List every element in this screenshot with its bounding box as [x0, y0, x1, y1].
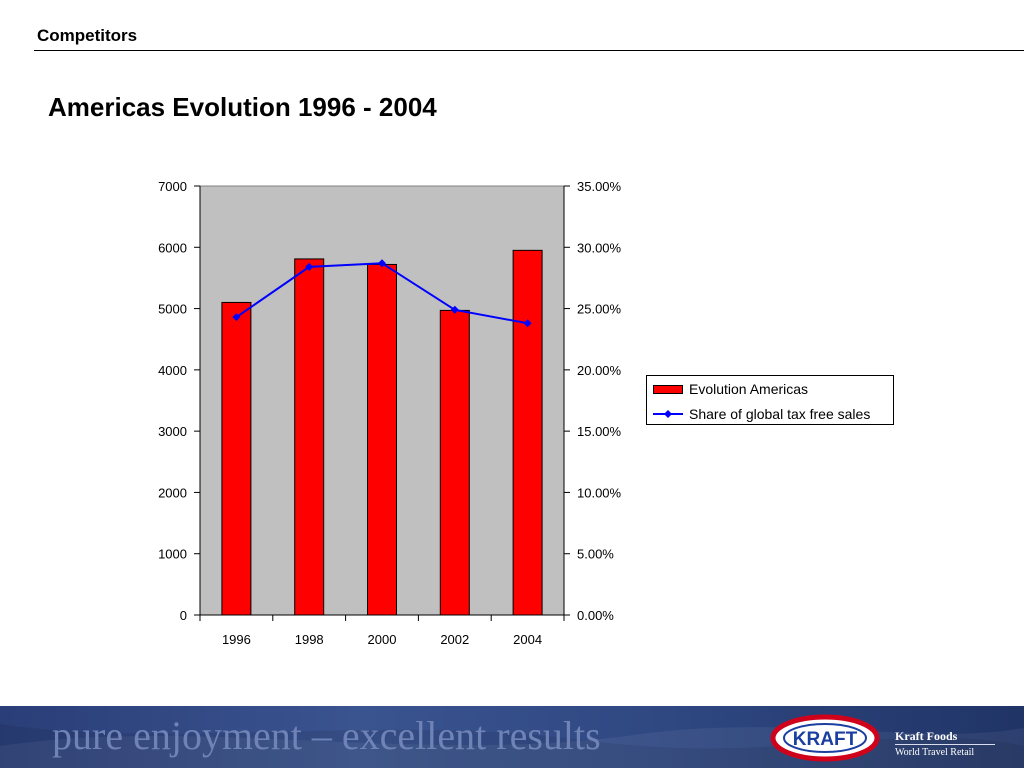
y-right-tick-label: 10.00%	[577, 485, 622, 500]
footer-wave-decoration	[0, 724, 1024, 768]
y-right-tick-label: 25.00%	[577, 302, 622, 317]
section-title: Competitors	[37, 26, 138, 45]
y-right-tick-label: 20.00%	[577, 363, 622, 378]
y-left-tick-label: 0	[180, 608, 187, 623]
bar-1996	[221, 301, 252, 616]
x-tick-label: 1996	[222, 632, 251, 647]
share-point-2000	[378, 259, 386, 268]
share-point-1996	[232, 313, 241, 322]
y-right-tick-label: 35.00%	[577, 179, 622, 194]
kraft-logo: KRAFT	[770, 714, 880, 762]
share-point-1998	[305, 262, 314, 271]
kraft-logo-text: KRAFT	[793, 729, 858, 750]
legend-label-bars: Evolution Americas	[689, 381, 809, 397]
y-right-tick-label: 30.00%	[577, 240, 622, 255]
legend-swatch-line	[653, 410, 683, 418]
legend-item-line: Share of global tax free sales	[653, 406, 870, 422]
header-divider	[34, 50, 1024, 51]
bar-1998	[294, 258, 325, 616]
legend-label-line: Share of global tax free sales	[689, 406, 871, 422]
bar-2002	[439, 309, 470, 616]
bar-2000	[367, 263, 397, 616]
x-tick-label: 2002	[440, 632, 469, 647]
chart-legend: Evolution Americas Share of global tax f…	[646, 375, 894, 425]
brand-divider	[895, 744, 995, 745]
y-left-tick-label: 2000	[158, 485, 187, 500]
brand-name: Kraft Foods	[895, 729, 958, 743]
x-tick-label: 1998	[295, 632, 324, 647]
x-tick-label: 2004	[513, 632, 542, 647]
legend-swatch-bar	[653, 384, 683, 394]
y-right-tick-label: 0.00%	[577, 608, 614, 623]
legend-item-bars: Evolution Americas	[653, 381, 808, 397]
y-left-tick-label: 1000	[158, 547, 187, 562]
y-right-tick-label: 15.00%	[577, 424, 622, 439]
slide-title: Americas Evolution 1996 - 2004	[48, 92, 437, 122]
y-right-tick-label: 5.00%	[577, 547, 614, 562]
y-left-tick-label: 6000	[158, 240, 187, 255]
bar-2004	[512, 249, 543, 616]
y-left-tick-label: 7000	[158, 179, 187, 194]
share-point-2002	[450, 305, 459, 314]
y-left-tick-label: 3000	[158, 424, 187, 439]
share-point-2004	[523, 319, 532, 328]
y-left-tick-label: 4000	[158, 363, 187, 378]
footer-tagline: pure enjoyment – excellent results	[52, 713, 601, 758]
brand-division: World Travel Retail	[895, 747, 975, 758]
x-tick-label: 2000	[368, 632, 397, 647]
y-left-tick-label: 5000	[158, 302, 187, 317]
combo-chart: 0 1000 2000 3000 4000 5000 6000 7000 0.00% 5.00% 1…	[158, 179, 622, 647]
